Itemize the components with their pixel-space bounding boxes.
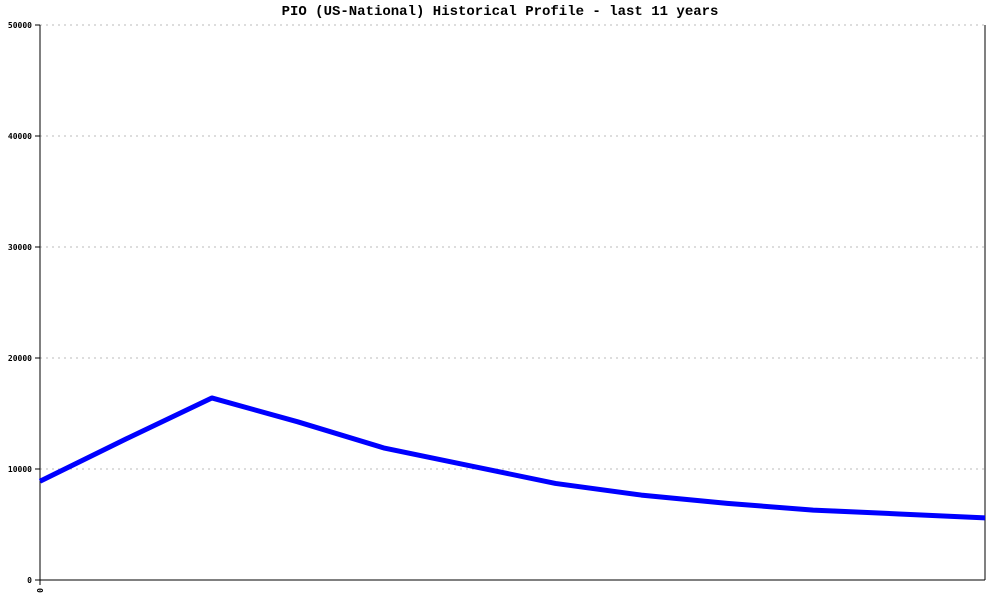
y-tick-label: 0 <box>27 576 32 585</box>
series-line <box>38 395 986 521</box>
y-tick-label: 10000 <box>8 465 32 474</box>
y-tick-label: 30000 <box>8 243 32 252</box>
chart-title: PIO (US-National) Historical Profile - l… <box>281 4 719 20</box>
x-tick-label: 0 <box>36 588 45 593</box>
y-tick-label: 40000 <box>8 132 32 141</box>
y-tick-label: 50000 <box>8 21 32 30</box>
y-tick-label: 20000 <box>8 354 32 363</box>
